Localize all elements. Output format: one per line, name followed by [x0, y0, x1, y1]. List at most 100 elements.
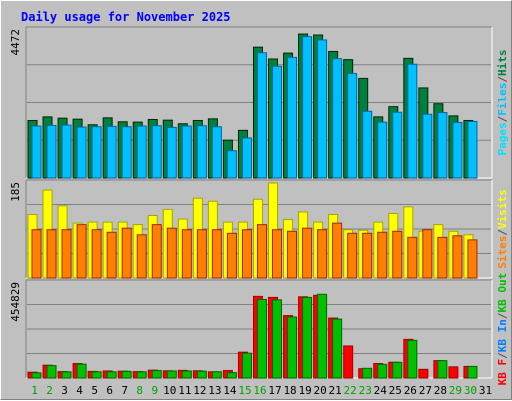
- bar-sites: [226, 232, 237, 279]
- bar-kb-out: [181, 370, 192, 379]
- bar-sites: [256, 224, 267, 279]
- panel-legend: Sites/Visits: [496, 189, 509, 269]
- bar-files: [136, 125, 147, 179]
- bar-sites: [61, 229, 72, 279]
- legend-entry: KB F: [496, 359, 509, 386]
- legend-entry: KB In: [496, 319, 509, 352]
- day-tick-label: 30: [464, 384, 477, 397]
- bar-files: [452, 121, 463, 179]
- bar-kb-out: [106, 371, 117, 379]
- legend-entry: /: [496, 312, 509, 319]
- bar-sites: [46, 229, 57, 279]
- bar-files: [121, 126, 132, 179]
- bar-kb-out: [31, 372, 42, 379]
- bar-kb-out: [151, 370, 162, 379]
- bar-kb-out: [211, 371, 222, 379]
- bar-sites: [272, 229, 283, 279]
- day-tick-label: 6: [106, 384, 113, 397]
- bar-kb-out: [61, 371, 72, 379]
- bar-sites: [151, 224, 162, 279]
- bar-sites: [76, 224, 87, 279]
- bar-files: [287, 56, 298, 179]
- bar-sites: [136, 234, 147, 279]
- day-tick-label: 15: [238, 384, 251, 397]
- bar-files: [181, 125, 192, 179]
- bar-kb-f: [343, 345, 354, 379]
- bar-sites: [196, 229, 207, 279]
- bar-sites: [302, 227, 313, 279]
- bar-files: [106, 125, 117, 179]
- bar-kb-out: [407, 339, 418, 379]
- day-tick-label: 10: [163, 384, 176, 397]
- day-tick-label: 18: [283, 384, 296, 397]
- bar-files: [211, 126, 222, 179]
- day-tick-label: 8: [136, 384, 143, 397]
- bar-sites: [467, 239, 478, 279]
- legend-entry: Sites: [496, 236, 509, 269]
- bar-sites: [392, 230, 403, 279]
- day-tick-label: 5: [91, 384, 98, 397]
- bar-kb-out: [272, 299, 283, 379]
- bar-sites: [332, 222, 343, 279]
- day-tick-label: 9: [151, 384, 158, 397]
- chart-title: Daily usage for November 2025: [21, 10, 231, 24]
- bar-files: [61, 124, 72, 179]
- bar-sites: [181, 229, 192, 279]
- bar-sites: [166, 227, 177, 279]
- bar-sites: [106, 231, 117, 279]
- legend-entry: Files: [496, 83, 509, 116]
- bar-kb-out: [76, 363, 87, 379]
- y-max-label: 454829: [9, 282, 22, 322]
- bar-files: [392, 111, 403, 179]
- bar-files: [302, 36, 313, 179]
- bar-kb-out: [136, 371, 147, 379]
- day-tick-label: 27: [419, 384, 432, 397]
- bar-kb-out: [287, 316, 298, 379]
- bar-files: [272, 65, 283, 179]
- day-tick-label: 17: [268, 384, 281, 397]
- bar-files: [241, 137, 252, 179]
- legend-entry: /: [496, 352, 509, 359]
- bar-files: [76, 126, 87, 179]
- bar-files: [437, 112, 448, 179]
- bar-sites: [91, 229, 102, 279]
- bar-sites: [452, 235, 463, 279]
- bar-kb-out: [392, 361, 403, 379]
- legend-entry: KB Out: [496, 273, 509, 313]
- day-tick-label: 12: [193, 384, 206, 397]
- bar-kb-out: [166, 370, 177, 379]
- day-tick-label: 11: [178, 384, 191, 397]
- bar-files: [256, 52, 267, 179]
- bar-sites: [211, 229, 222, 279]
- bar-kb-out: [437, 360, 448, 379]
- day-tick-label: 3: [61, 384, 68, 397]
- bar-kb-out: [226, 372, 237, 379]
- day-tick-label: 2: [46, 384, 53, 397]
- panel-legend: KB F/KB In/KB Out: [496, 273, 509, 386]
- day-tick-label: 19: [298, 384, 311, 397]
- y-max-label: 4472: [9, 29, 22, 56]
- bar-kb-out: [317, 293, 328, 379]
- day-tick-label: 22: [344, 384, 357, 397]
- bar-sites: [121, 227, 132, 279]
- bar-files: [347, 72, 358, 179]
- bar-files: [31, 125, 42, 179]
- bar-kb-out: [332, 318, 343, 379]
- bar-sites: [287, 230, 298, 279]
- day-tick-label: 26: [404, 384, 417, 397]
- legend-entry: /: [496, 229, 509, 236]
- panel-visits-sites: 185 Sites/Visits: [9, 179, 509, 279]
- bar-sites: [377, 231, 388, 279]
- bar-files: [422, 113, 433, 179]
- bar-kb-out: [46, 365, 57, 379]
- bar-kb-out: [302, 296, 313, 379]
- day-tick-label: 1: [31, 384, 38, 397]
- bar-sites: [317, 229, 328, 279]
- bar-files: [407, 63, 418, 179]
- day-tick-label: 21: [329, 384, 342, 397]
- bar-kb-out: [241, 352, 252, 379]
- legend-entry: /: [496, 76, 509, 83]
